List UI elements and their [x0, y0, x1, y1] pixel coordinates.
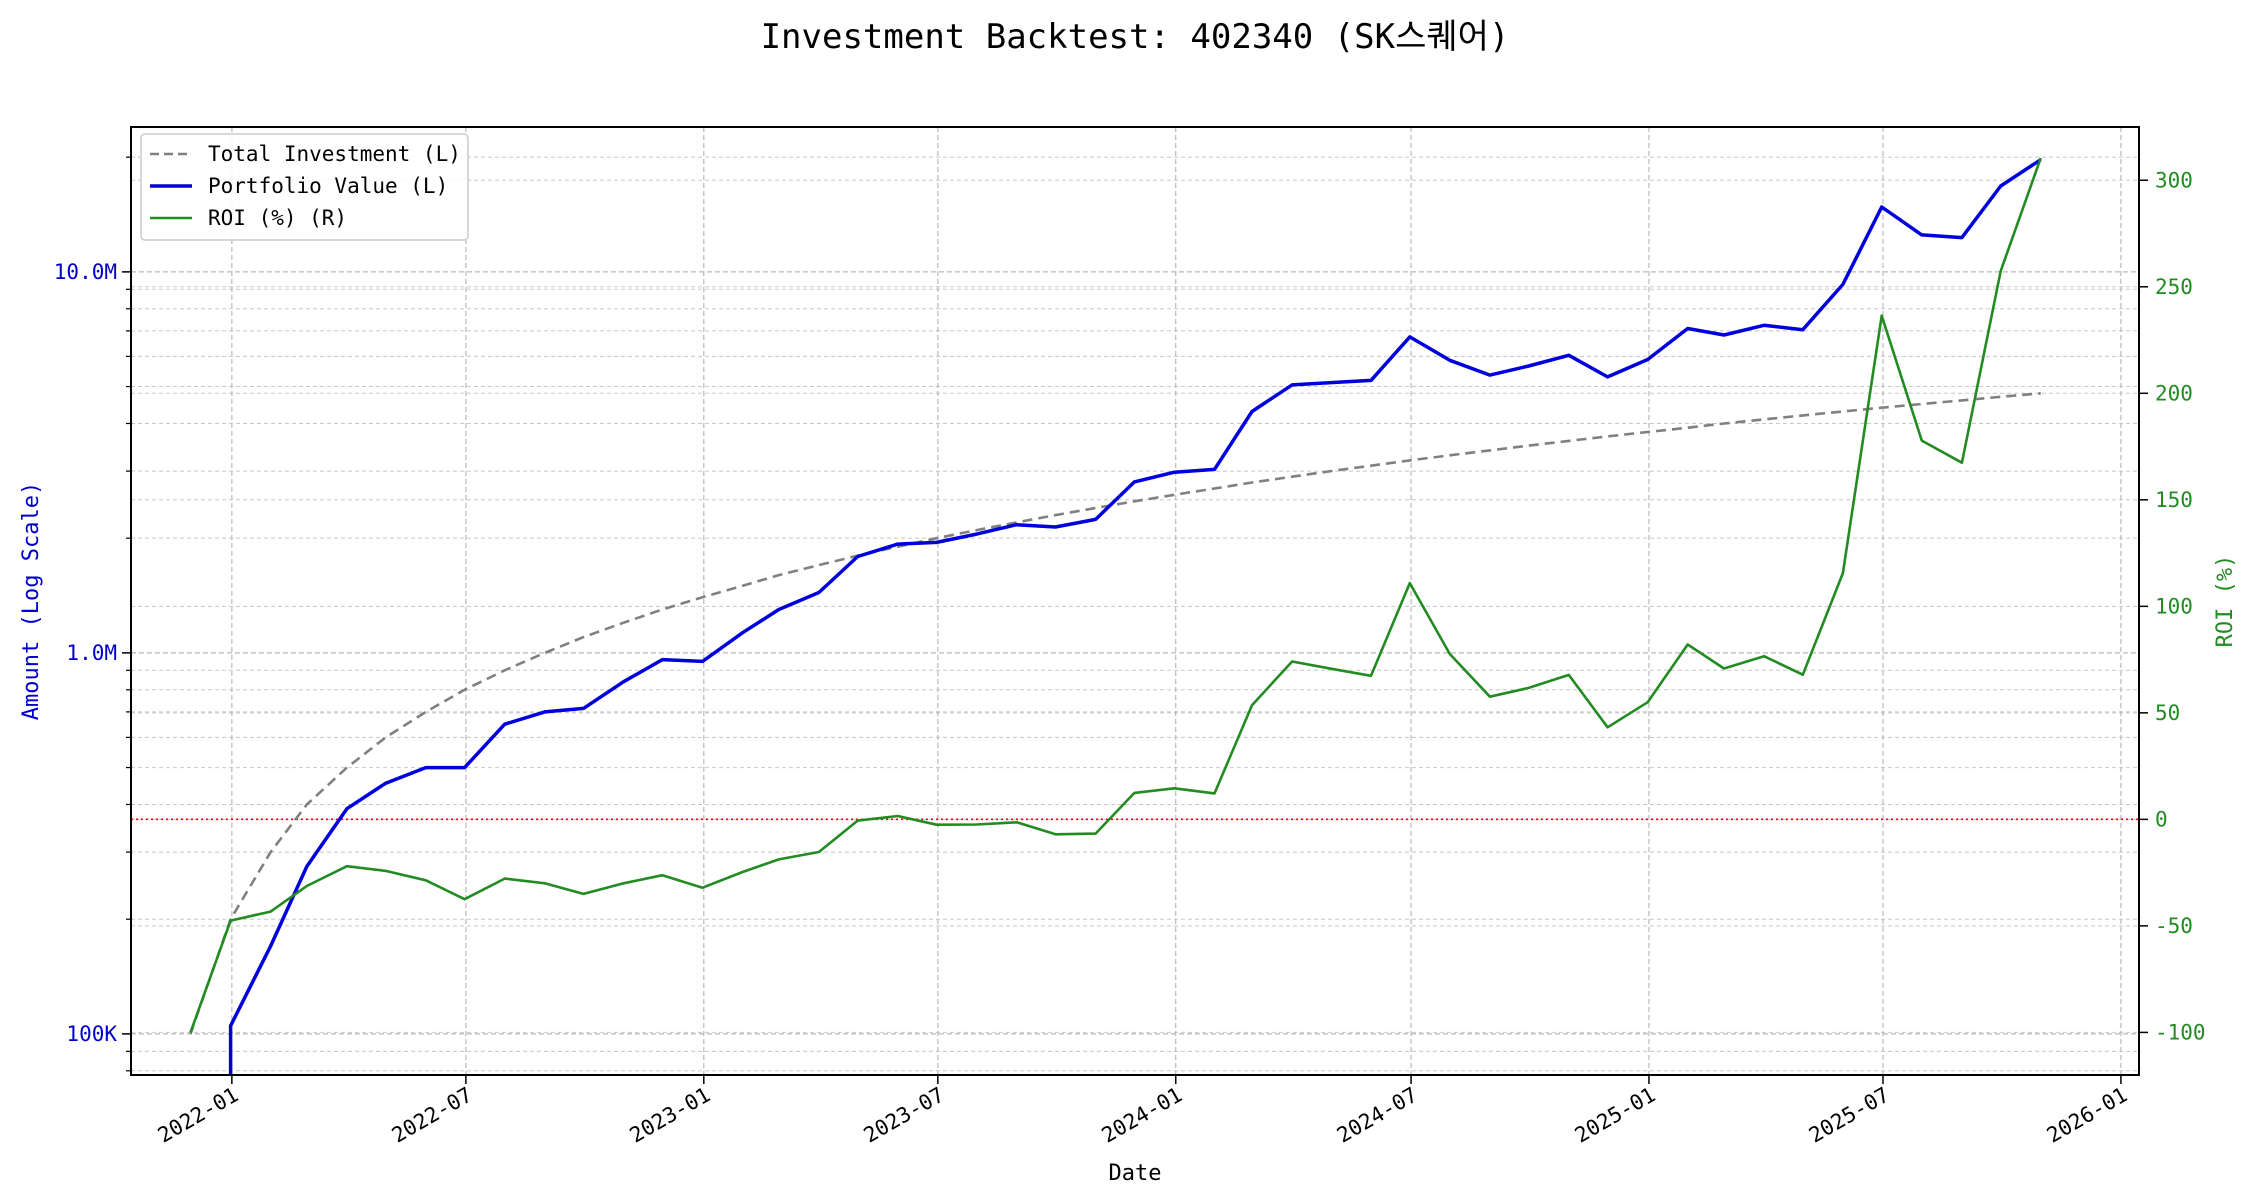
- tick-label-x: 2024-07: [1333, 1083, 1422, 1148]
- tick-label-right: 200: [2155, 381, 2193, 405]
- plot-area-frame: [130, 126, 2140, 1076]
- tick-label-right: -50: [2155, 914, 2193, 938]
- legend: Total Investment (L) Portfolio Value (L)…: [140, 133, 469, 241]
- tick-label-x: 2023-01: [626, 1083, 715, 1148]
- tick-label-right: 100: [2155, 594, 2193, 618]
- tick-label-right: 150: [2155, 488, 2193, 512]
- chart-title: Investment Backtest: 402340 (SK스퀘어): [761, 17, 1510, 57]
- left-axis-label: Amount (Log Scale): [19, 482, 44, 720]
- tick-label-left: 100K: [66, 1022, 117, 1046]
- tick-label-x: 2024-01: [1098, 1083, 1187, 1148]
- tick-label-x: 2022-07: [388, 1083, 477, 1148]
- legend-box: [140, 133, 469, 241]
- tick-label-x: 2023-07: [860, 1083, 949, 1148]
- legend-label-roi: ROI (%) (R): [208, 206, 347, 230]
- tick-label-left: 10.0M: [54, 260, 117, 284]
- grid-layer: [131, 127, 2139, 1075]
- tick-label-left: 1.0M: [66, 641, 117, 665]
- tick-label-right: 250: [2155, 275, 2193, 299]
- series-layer: [189, 157, 2042, 1075]
- right-axis-label: ROI (%): [2213, 555, 2238, 648]
- series-line-portfolio-value: [228, 158, 2042, 1075]
- tick-label-right: 50: [2155, 701, 2180, 725]
- tick-label-x: 2026-01: [2043, 1083, 2132, 1148]
- series-line-total-investment: [189, 392, 2041, 1035]
- tick-label-right: 300: [2155, 168, 2193, 192]
- legend-label-portfolio-value: Portfolio Value (L): [208, 174, 448, 198]
- tick-label-right: 0: [2155, 807, 2168, 831]
- tick-label-x: 2022-01: [154, 1083, 243, 1148]
- tick-label-right: -100: [2155, 1020, 2206, 1044]
- tick-label-x: 2025-01: [1571, 1083, 1660, 1148]
- legend-label-total-investment: Total Investment (L): [208, 142, 461, 166]
- series-line-roi: [189, 157, 2042, 1033]
- x-axis-label: Date: [1109, 1161, 1162, 1186]
- tick-label-x: 2025-07: [1805, 1083, 1894, 1148]
